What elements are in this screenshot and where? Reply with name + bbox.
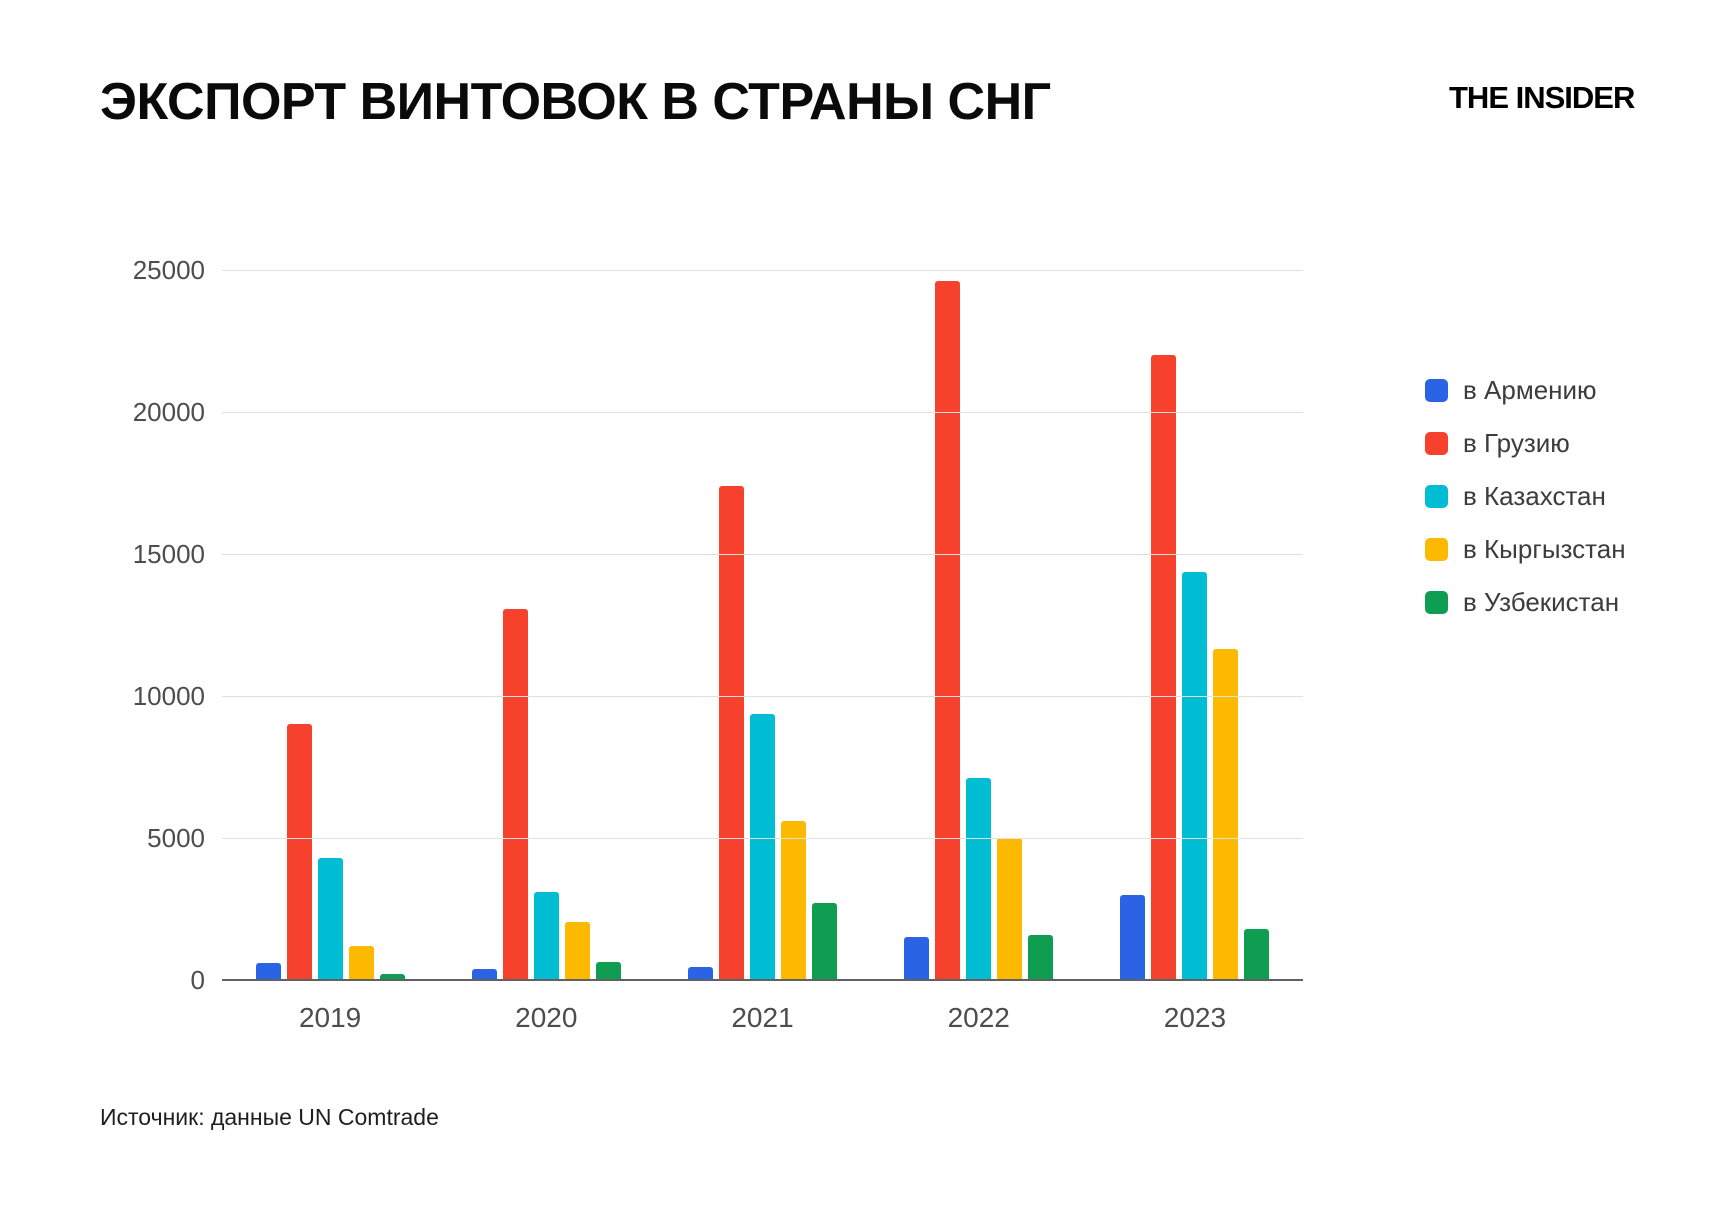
bar-2020-в-Грузию bbox=[502, 609, 528, 980]
bar-2023-в-Грузию bbox=[1151, 355, 1177, 980]
bar-2020-в-Кыргызстан bbox=[564, 922, 590, 980]
bar-2021-в-Узбекистан bbox=[812, 903, 837, 980]
bar-2019-в-Узбекистан bbox=[379, 974, 405, 980]
bar-2021-в-Казахстан bbox=[750, 714, 775, 980]
y-tick-label-25000: 25000 bbox=[132, 255, 205, 285]
legend-item-4: в Узбекистан bbox=[1425, 576, 1626, 629]
plot-area bbox=[222, 270, 1303, 981]
gridline-25000 bbox=[222, 270, 1303, 271]
y-tick-label-0: 0 bbox=[190, 965, 205, 995]
bar-2021-в-Грузию bbox=[719, 486, 744, 980]
legend-label-4: в Узбекистан bbox=[1463, 587, 1620, 617]
x-axis-line bbox=[222, 979, 1303, 981]
source-note: Источник: данные UN Comtrade bbox=[100, 1104, 439, 1130]
legend-swatch-1 bbox=[1425, 432, 1448, 455]
legend-label-2: в Казахстан bbox=[1463, 481, 1606, 511]
legend-label-0: в Армению bbox=[1463, 375, 1597, 405]
legend-swatch-4 bbox=[1425, 591, 1448, 614]
legend-swatch-2 bbox=[1425, 485, 1448, 508]
bar-2021-в-Армению bbox=[688, 967, 713, 980]
x-tick-label-2019: 2019 bbox=[298, 1002, 362, 1033]
y-tick-label-5000: 5000 bbox=[147, 823, 205, 853]
bar-2022-в-Армению bbox=[904, 937, 930, 980]
bar-group-2021 bbox=[654, 270, 870, 980]
bar-2023-в-Армению bbox=[1120, 895, 1146, 980]
legend-item-1: в Грузию bbox=[1425, 417, 1626, 470]
x-tick-label-2022: 2022 bbox=[947, 1002, 1010, 1033]
bar-2019-в-Казахстан bbox=[317, 858, 343, 980]
legend-item-2: в Казахстан bbox=[1425, 470, 1626, 523]
bar-2019-в-Армению bbox=[255, 963, 281, 980]
bar-group-2020 bbox=[438, 270, 654, 980]
bar-2022-в-Грузию bbox=[935, 281, 961, 980]
legend-swatch-3 bbox=[1425, 538, 1448, 561]
y-tick-label-20000: 20000 bbox=[132, 397, 205, 427]
bar-2020-в-Казахстан bbox=[533, 892, 559, 980]
bar-group-2019 bbox=[222, 270, 438, 980]
x-tick-label-2020: 2020 bbox=[515, 1002, 578, 1033]
y-tick-label-15000: 15000 bbox=[132, 539, 205, 569]
bar-2022-в-Казахстан bbox=[966, 778, 992, 980]
gridline-10000 bbox=[222, 696, 1303, 697]
gridline-15000 bbox=[222, 554, 1303, 555]
bar-2022-в-Кыргызстан bbox=[997, 838, 1023, 980]
bar-2023-в-Кыргызстан bbox=[1213, 649, 1239, 980]
x-tick-label-2023: 2023 bbox=[1163, 1002, 1227, 1033]
bar-group-2022 bbox=[871, 270, 1087, 980]
y-tick-label-10000: 10000 bbox=[132, 681, 205, 711]
legend-label-3: в Кыргызстан bbox=[1463, 534, 1626, 564]
bar-2020-в-Армению bbox=[471, 969, 497, 980]
bar-2020-в-Узбекистан bbox=[595, 962, 621, 980]
bar-2021-в-Кыргызстан bbox=[781, 821, 806, 980]
bar-groups bbox=[222, 270, 1303, 980]
legend-swatch-0 bbox=[1425, 379, 1448, 402]
gridline-5000 bbox=[222, 838, 1303, 839]
x-axis-labels: 2019 2020 2021 2022 2023 bbox=[222, 1002, 1303, 1034]
legend-label-1: в Грузию bbox=[1463, 428, 1570, 458]
page-title: ЭКСПОРТ ВИНТОВОК В СТРАНЫ СНГ bbox=[100, 73, 1051, 131]
bar-2022-в-Узбекистан bbox=[1028, 935, 1054, 980]
bar-2023-в-Узбекистан bbox=[1244, 929, 1270, 980]
bar-group-2023 bbox=[1087, 270, 1303, 980]
legend-item-0: в Армению bbox=[1425, 364, 1626, 417]
brand-logo: THE INSIDER bbox=[1449, 80, 1635, 115]
bar-2023-в-Казахстан bbox=[1182, 572, 1208, 980]
bar-2019-в-Грузию bbox=[286, 724, 312, 980]
legend: в Армению в Грузию в Казахстан в Кыргызстан… bbox=[1425, 364, 1626, 629]
bar-2019-в-Кыргызстан bbox=[348, 946, 374, 980]
gridline-20000 bbox=[222, 412, 1303, 413]
legend-item-3: в Кыргызстан bbox=[1425, 523, 1626, 576]
x-tick-label-2021: 2021 bbox=[731, 1002, 794, 1033]
